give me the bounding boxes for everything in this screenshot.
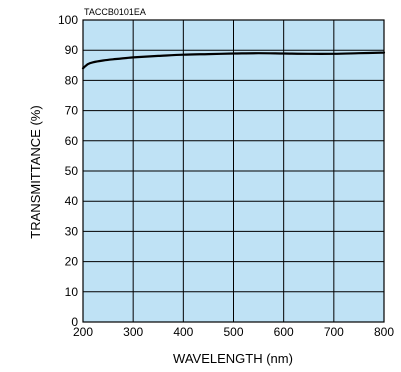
y-tick-label-20: 20 [65, 255, 79, 269]
x-axis-label: WAVELENGTH (nm) [173, 351, 293, 366]
tick-labels-group: 200 300 400 500 600 700 800 0 10 20 30 40 50 60 70 80 90… [58, 13, 394, 339]
y-tick-label-30: 30 [65, 224, 79, 238]
y-tick-label-0: 0 [71, 315, 78, 329]
x-tick-label-200: 200 [73, 325, 93, 339]
x-tick-label-700: 700 [324, 325, 344, 339]
x-tick-label-800: 800 [374, 325, 394, 339]
y-tick-label-50: 50 [65, 164, 79, 178]
series-line-0 [81, 51, 386, 70]
y-tick-label-90: 90 [65, 43, 79, 57]
x-tick-label-600: 600 [274, 325, 294, 339]
x-tick-label-400: 400 [173, 325, 193, 339]
x-tick-label-300: 300 [123, 325, 143, 339]
y-tick-label-10: 10 [65, 285, 79, 299]
y-tick-label-60: 60 [65, 134, 79, 148]
y-tick-label-40: 40 [65, 194, 79, 208]
y-tick-label-80: 80 [65, 73, 79, 87]
y-axis-label: TRANSMITTANCE (%) [28, 105, 43, 238]
y-tick-label-70: 70 [65, 104, 79, 118]
x-tick-label-500: 500 [223, 325, 243, 339]
plot-border [82, 19, 385, 323]
y-tick-label-100: 100 [58, 13, 78, 27]
plot-area-group [81, 19, 386, 323]
chart-code: TACCB0101EA [84, 7, 146, 17]
